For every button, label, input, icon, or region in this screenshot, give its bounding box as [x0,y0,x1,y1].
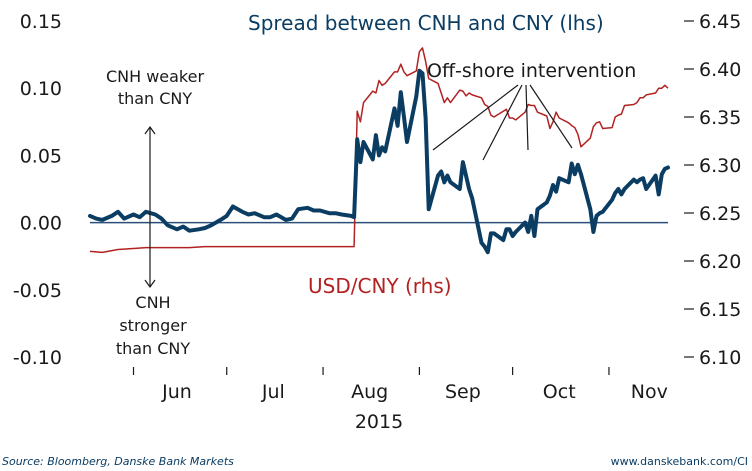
x-tick-label: Jul [261,381,285,403]
usdcny-series-label: USD/CNY (rhs) [308,274,452,298]
left-axis-ticks: 0.15 0.10 0.05 0.00 -0.05 -0.10 [13,11,62,369]
left-tick-label: -0.05 [13,280,62,302]
right-tick-label: 6.15 [699,299,741,321]
right-tick-label: 6.30 [699,155,741,177]
weaker-annotation: CNH weaker than CNY [106,67,205,108]
x-tick-label: Jun [161,381,192,403]
left-tick-label: 0.05 [20,145,62,167]
right-tick-label: 6.35 [699,107,741,129]
weaker-annotation-line1: CNH weaker [106,67,205,86]
website-link: www.danskebank.com/CI [610,455,748,468]
year-label: 2015 [355,411,403,433]
stronger-annotation: CNH stronger than CNY [116,293,191,358]
x-tick-label: Oct [543,381,576,403]
x-tick-label: Sep [445,381,481,403]
left-tick-label: 0.00 [20,213,62,235]
intervention-pointers [432,84,573,161]
right-tick-label: 6.10 [699,347,741,369]
right-tick-label: 6.25 [699,203,741,225]
stronger-annotation-line2: stronger [119,316,187,335]
weaker-annotation-line2: than CNY [118,89,193,108]
spread-series-line [88,68,670,255]
vertical-arrow [144,125,156,289]
source-note: Source: Bloomberg, Danske Bank Markets [2,455,234,468]
right-axis-ticks: 6.45 6.40 6.35 6.30 6.25 6.20 6.15 6.10 [684,11,741,369]
left-tick-label: -0.10 [13,347,62,369]
right-tick-label: 6.40 [699,59,741,81]
x-tick-label: Nov [631,381,668,403]
right-tick-label: 6.45 [699,11,741,33]
left-tick-label: 0.15 [20,11,62,33]
spread-series-label: Spread between CNH and CNY (lhs) [248,11,604,35]
x-tick-label: Aug [351,381,388,403]
usdcny-series-line [89,47,669,254]
stronger-annotation-line1: CNH [135,293,170,312]
stronger-annotation-line3: than CNY [116,339,191,358]
right-tick-label: 6.20 [699,251,741,273]
intervention-annotation: Off-shore intervention [427,60,636,82]
left-tick-label: 0.10 [20,78,62,100]
x-axis: Jun Jul Aug Sep Oct Nov [132,367,668,403]
